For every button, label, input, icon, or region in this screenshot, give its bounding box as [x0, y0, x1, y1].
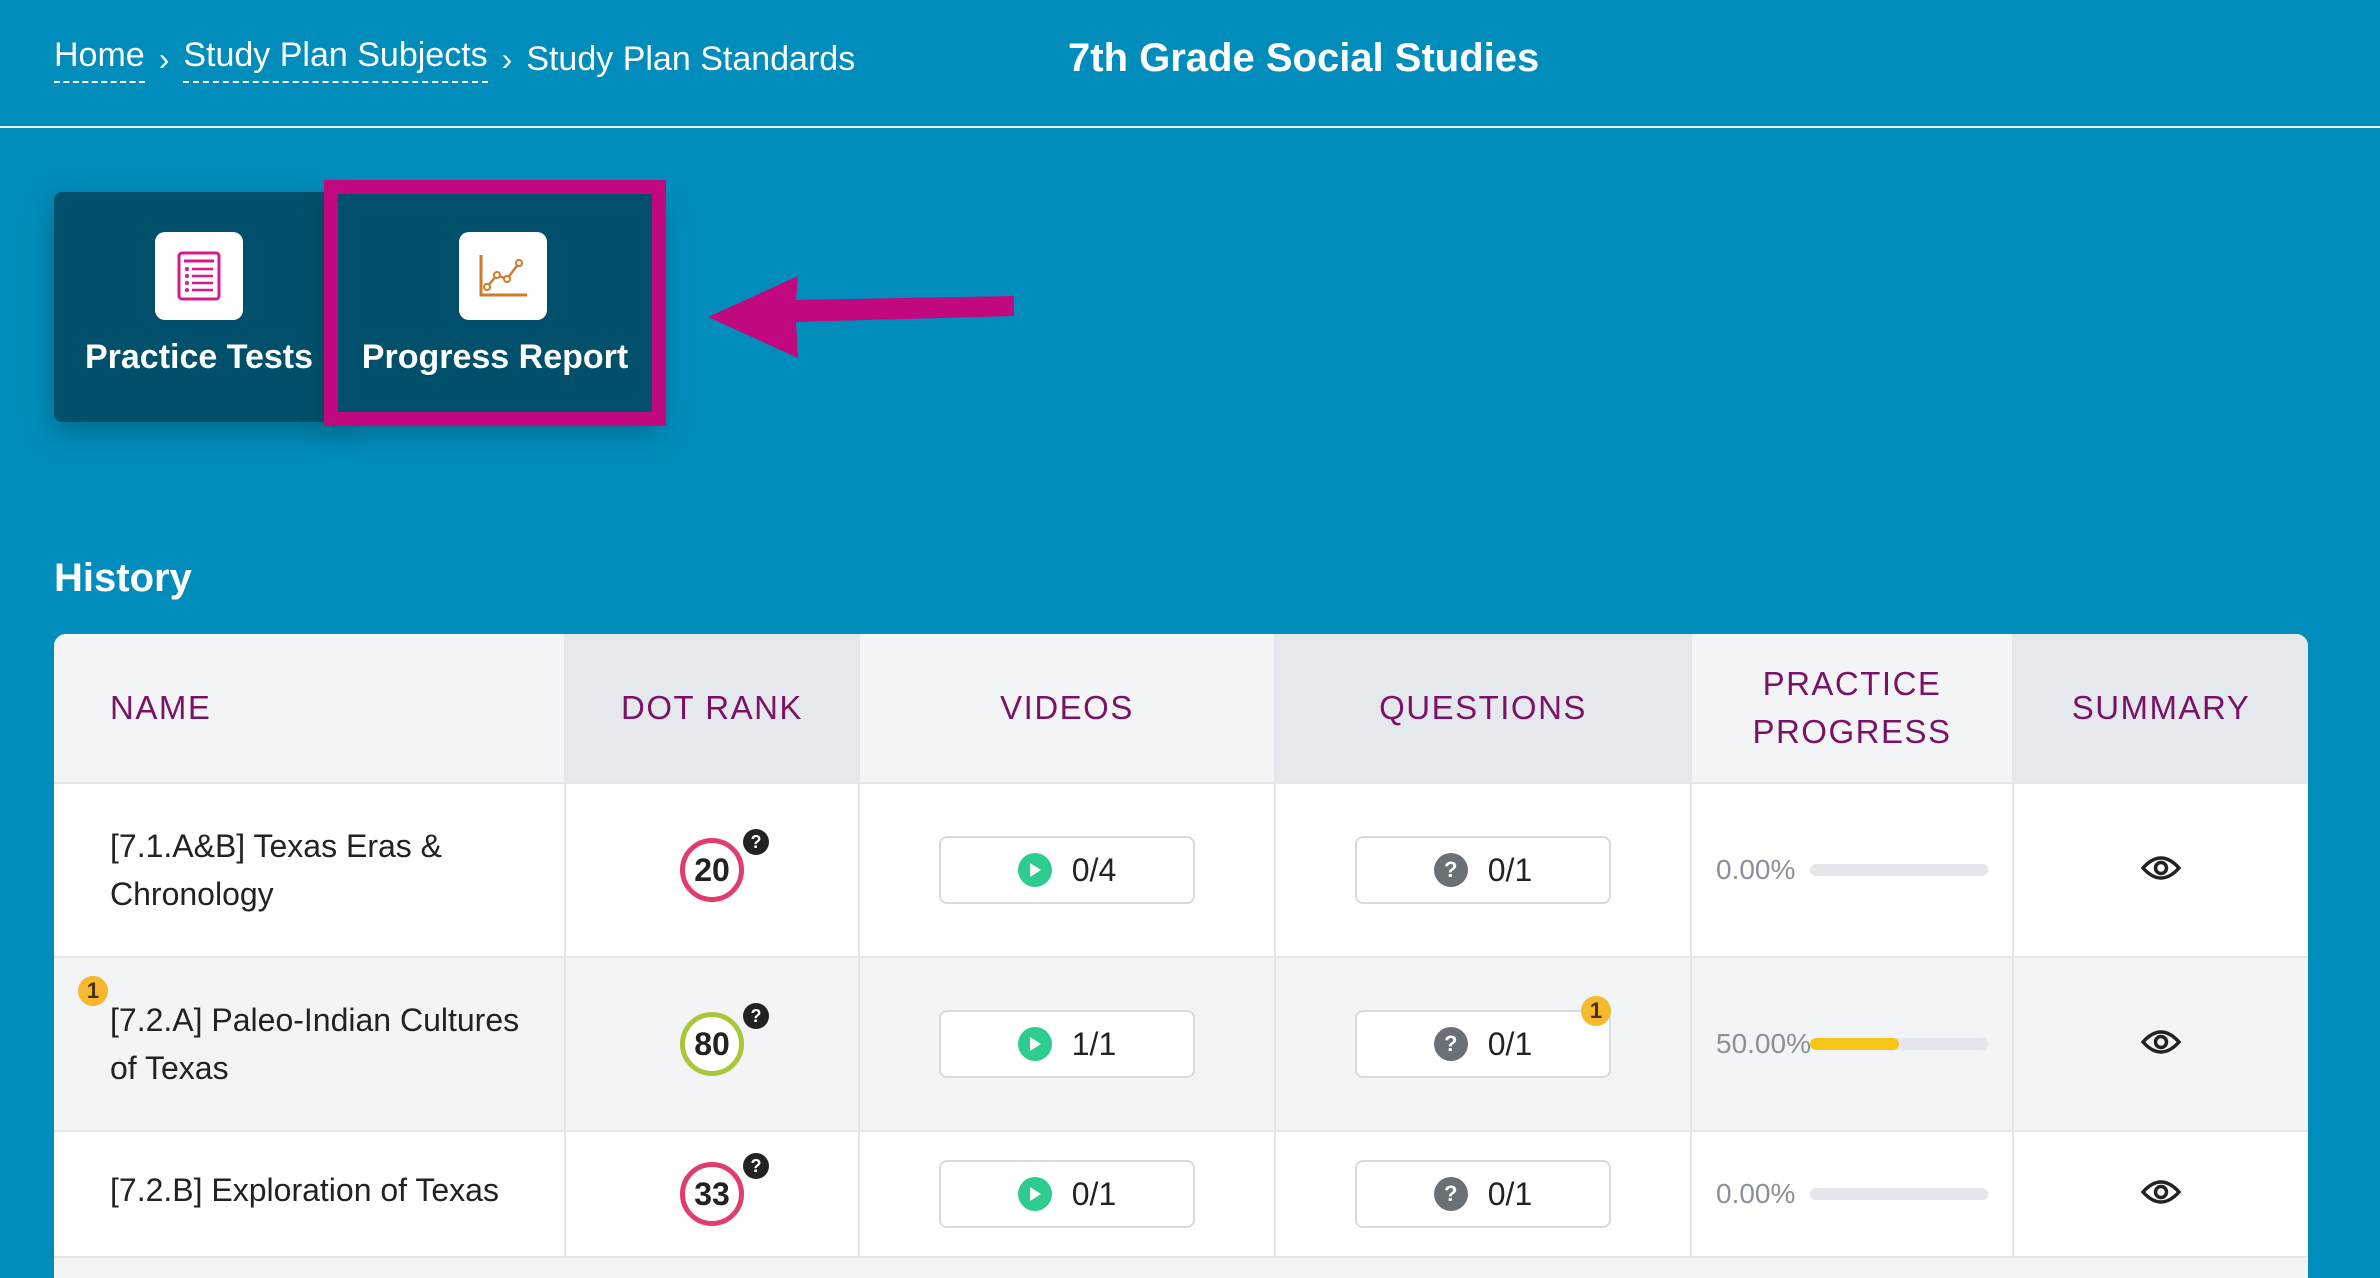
row-progress-cell: 0.00%	[1692, 784, 2014, 956]
eye-icon[interactable]	[2140, 854, 2182, 887]
column-header-questions: QUESTIONS	[1276, 634, 1692, 782]
standard-name[interactable]: [7.1.A&B] Texas Eras & Chronology	[110, 828, 443, 912]
row-name-cell: [7.2.B] Exploration of Texas	[54, 1132, 566, 1256]
help-icon[interactable]: ?	[743, 1003, 769, 1029]
play-icon	[1017, 1027, 1052, 1061]
breadcrumb-current: Study Plan Standards	[526, 40, 856, 78]
row-summary-cell	[2014, 784, 2308, 956]
row-progress-cell: 50.00%	[1692, 958, 2014, 1130]
column-header-name: NAME	[54, 634, 566, 782]
history-table: NAME DOT RANK VIDEOS QUESTIONS PRACTICE P…	[54, 634, 2308, 1278]
row-videos-cell: 0/1	[860, 1132, 1276, 1256]
questions-button[interactable]: ? 0/1	[1355, 1160, 1611, 1228]
notification-badge: 1	[1581, 996, 1611, 1026]
row-videos-cell: 1/1	[860, 958, 1276, 1130]
table-row: [7.2.B] Exploration of Texas 33 ? 0/1 ? …	[54, 1132, 2308, 1258]
list-document-icon	[155, 232, 243, 320]
play-icon	[1017, 853, 1052, 887]
row-questions-cell: ? 0/1 1	[1276, 958, 1692, 1130]
practice-tests-button[interactable]: Practice Tests	[54, 192, 344, 422]
eye-icon[interactable]	[2140, 1178, 2182, 1211]
progress-bar	[1810, 864, 1988, 876]
question-icon: ?	[1433, 853, 1468, 887]
progress-report-button[interactable]: Progress Report	[330, 192, 660, 422]
breadcrumb-home-link[interactable]: Home	[54, 36, 145, 83]
column-header-summary: SUMMARY	[2014, 634, 2308, 782]
row-dot-rank-cell: 33 ?	[566, 1132, 860, 1256]
progress-bar	[1810, 1188, 1988, 1200]
row-dot-rank-cell: 80 ?	[566, 958, 860, 1130]
row-dot-rank-cell: 20 ?	[566, 784, 860, 956]
practice-progress: 0.00%	[1716, 1178, 1988, 1210]
videos-button[interactable]: 0/1	[939, 1160, 1195, 1228]
videos-button[interactable]: 1/1	[939, 1010, 1195, 1078]
table-row: 1 [7.2.A] Paleo-Indian Cultures of Texas …	[54, 958, 2308, 1132]
question-icon: ?	[1433, 1027, 1468, 1061]
row-name-cell: 1 [7.2.A] Paleo-Indian Cultures of Texas	[54, 958, 566, 1130]
table-row-partial	[54, 1258, 2308, 1278]
top-header: Home › Study Plan Subjects › Study Plan …	[0, 0, 2380, 128]
row-name-cell: [7.1.A&B] Texas Eras & Chronology	[54, 784, 566, 956]
standard-name[interactable]: [7.2.A] Paleo-Indian Cultures of Texas	[110, 1002, 520, 1086]
dot-rank-badge: 33 ?	[680, 1153, 769, 1226]
arrow-left-icon	[708, 276, 1014, 358]
questions-button[interactable]: ? 0/1 1	[1355, 996, 1611, 1078]
table-row: [7.1.A&B] Texas Eras & Chronology 20 ? 0/…	[54, 784, 2308, 958]
breadcrumb: Home › Study Plan Subjects › Study Plan …	[54, 36, 855, 83]
column-header-dot-rank: DOT RANK	[566, 634, 860, 782]
questions-button[interactable]: ? 0/1	[1355, 836, 1611, 904]
play-icon	[1017, 1177, 1052, 1211]
row-videos-cell: 0/4	[860, 784, 1276, 956]
dot-rank-badge: 80 ?	[680, 1003, 769, 1076]
page-title: 7th Grade Social Studies	[1068, 36, 1540, 80]
help-icon[interactable]: ?	[743, 1153, 769, 1179]
practice-progress: 50.00%	[1716, 1028, 1988, 1060]
question-icon: ?	[1433, 1177, 1468, 1211]
breadcrumb-separator: ›	[158, 41, 170, 77]
practice-progress: 0.00%	[1716, 854, 1988, 886]
column-header-videos: VIDEOS	[860, 634, 1276, 782]
videos-button[interactable]: 0/4	[939, 836, 1195, 904]
row-summary-cell	[2014, 958, 2308, 1130]
highlight-box	[324, 180, 666, 426]
standard-name[interactable]: [7.2.B] Exploration of Texas	[110, 1172, 499, 1208]
dot-rank-badge: 20 ?	[680, 829, 769, 902]
line-chart-icon	[459, 232, 547, 320]
practice-tests-label: Practice Tests	[84, 338, 314, 376]
column-header-practice-progress: PRACTICE PROGRESS	[1692, 634, 2014, 782]
breadcrumb-separator: ›	[501, 41, 513, 77]
help-icon[interactable]: ?	[743, 829, 769, 855]
row-questions-cell: ? 0/1	[1276, 784, 1692, 956]
section-title: History	[54, 556, 192, 600]
eye-icon[interactable]	[2140, 1028, 2182, 1061]
row-questions-cell: ? 0/1	[1276, 1132, 1692, 1256]
table-header-row: NAME DOT RANK VIDEOS QUESTIONS PRACTICE P…	[54, 634, 2308, 784]
row-progress-cell: 0.00%	[1692, 1132, 2014, 1256]
progress-bar	[1810, 1038, 1988, 1050]
row-summary-cell	[2014, 1132, 2308, 1256]
notification-badge: 1	[78, 976, 108, 1006]
breadcrumb-subjects-link[interactable]: Study Plan Subjects	[183, 36, 488, 83]
progress-report-label: Progress Report	[361, 338, 629, 376]
